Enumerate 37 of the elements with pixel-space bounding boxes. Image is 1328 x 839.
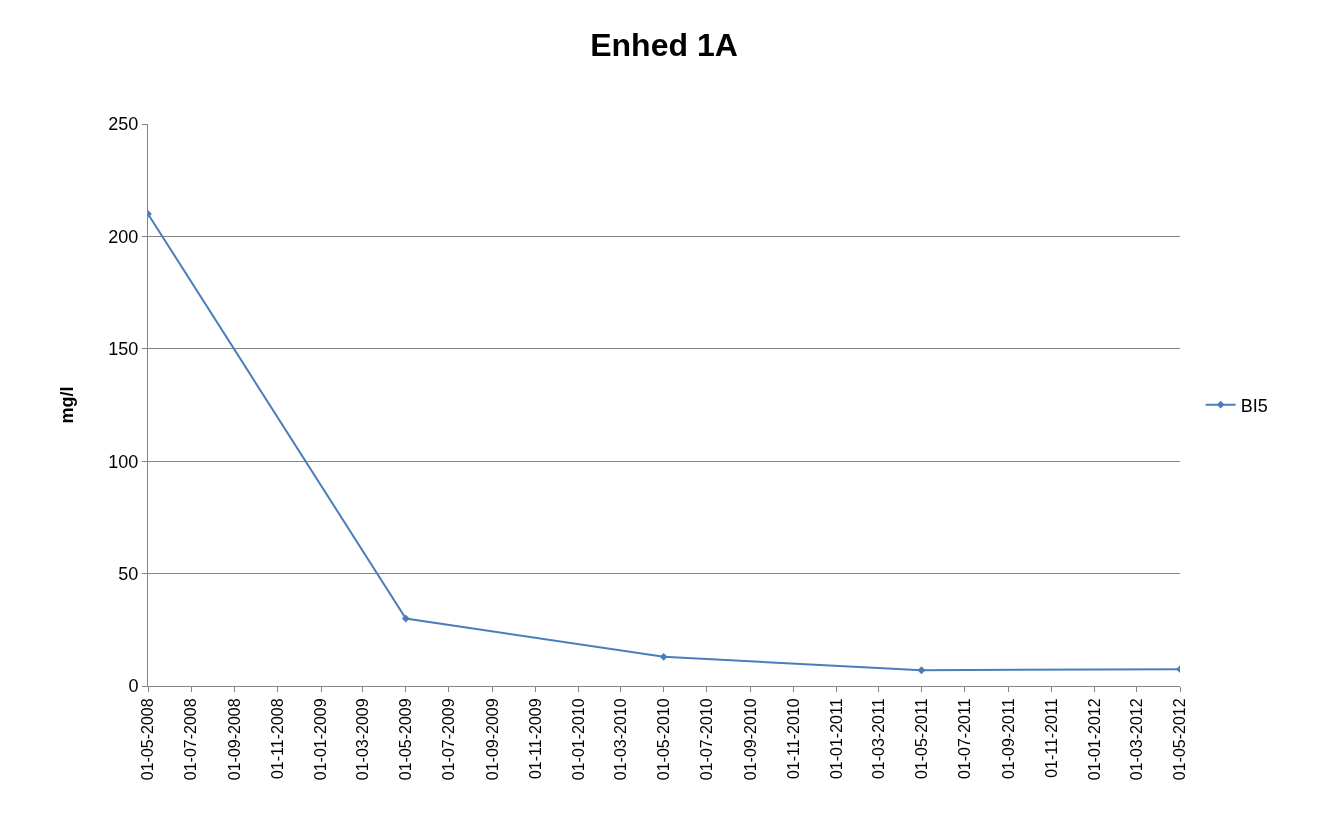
x-tick-label: 01-11-2009 [526, 698, 544, 780]
y-tick-label: 200 [108, 226, 139, 247]
y-tick-label: 0 [128, 676, 139, 697]
x-tick-label: 01-07-2010 [697, 698, 715, 781]
x-tick-label: 01-03-2009 [353, 698, 371, 781]
x-tick-label: 01-01-2012 [1085, 698, 1103, 781]
x-tick-label: 01-05-2008 [139, 698, 157, 781]
x-tick-label: 01-03-2011 [869, 698, 887, 780]
y-tick-label: 150 [108, 339, 139, 360]
x-tick-label: 01-09-2010 [741, 698, 759, 781]
x-tick-label: 01-01-2011 [827, 698, 845, 780]
x-tick-label: 01-05-2010 [654, 698, 672, 781]
x-tick-label: 01-03-2010 [611, 698, 629, 781]
y-axis-title: mg/l [56, 386, 77, 424]
x-tick-label: 01-11-2008 [269, 698, 287, 780]
x-tick-label: 01-07-2011 [955, 698, 973, 780]
x-tick-label: 01-11-2011 [1042, 698, 1060, 778]
x-tick-label: 01-09-2009 [483, 698, 501, 781]
x-tick-label: 01-01-2010 [570, 698, 588, 781]
y-tick-label: 50 [118, 563, 139, 584]
x-tick-label: 01-05-2009 [397, 698, 415, 781]
point [917, 666, 926, 675]
x-tick-label: 01-07-2008 [182, 698, 200, 781]
x-tick-label: 01-09-2008 [226, 698, 244, 781]
y-tick-label: 250 [108, 114, 139, 135]
x-tick-label: 01-07-2009 [440, 698, 458, 781]
x-tick-label: 01-05-2012 [1171, 698, 1189, 781]
x-tick-label: 01-01-2009 [312, 698, 330, 781]
x-tick-label: 01-03-2012 [1128, 698, 1146, 781]
x-tick-label: 01-09-2011 [999, 698, 1017, 780]
x-tick-label: 01-05-2011 [912, 698, 930, 780]
chart-title: Enhed 1A [590, 26, 738, 63]
point [659, 652, 668, 661]
y-tick-label: 100 [108, 451, 139, 472]
x-tick-label: 01-11-2010 [784, 698, 802, 780]
legend-label: BI5 [1240, 395, 1268, 416]
point [401, 614, 410, 623]
